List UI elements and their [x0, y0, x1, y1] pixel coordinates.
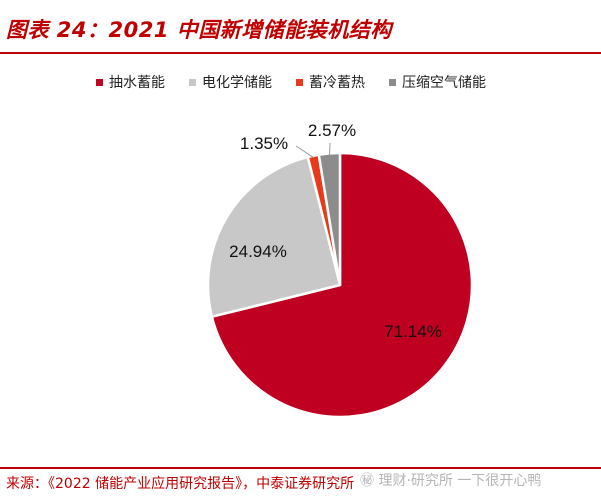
legend-label-pumped-hydro: 抽水蓄能	[109, 75, 165, 91]
leader-lines	[295, 142, 331, 159]
legend-swatch-pumped-hydro	[96, 78, 103, 86]
leader-line-thermal	[295, 145, 314, 159]
legend-item-electrochemical: 电化学储能	[189, 72, 272, 92]
leader-line-compressed-air	[329, 142, 331, 156]
legend-item-thermal: 蓄冷蓄热	[296, 72, 365, 92]
data-label-pumped-hydro: 71.14%	[384, 322, 442, 341]
legend-swatch-compressed-air	[389, 78, 396, 86]
data-label-thermal: 1.35%	[240, 134, 288, 153]
pie-slice-pumped-hydro	[210, 151, 474, 419]
source-note: 来源：《2022 储能产业应用研究报告》，中泰证券研究所	[6, 476, 355, 492]
legend-label-thermal: 蓄冷蓄热	[309, 75, 365, 91]
title-divider	[0, 52, 601, 54]
legend-label-electrochemical: 电化学储能	[202, 75, 272, 91]
legend-label-compressed-air: 压缩空气储能	[402, 75, 486, 91]
data-label-electrochemical: 24.94%	[229, 242, 287, 261]
pie-slice-electrochemical	[206, 155, 342, 318]
figure-title: 图表 24：2021 中国新增储能装机结构	[6, 18, 392, 42]
legend-swatch-thermal	[296, 78, 303, 86]
legend-item-pumped-hydro: 抽水蓄能	[96, 72, 165, 92]
data-label-compressed-air: 2.57%	[308, 121, 356, 140]
pie-slices	[206, 151, 474, 419]
legend-item-compressed-air: 压缩空气储能	[389, 72, 486, 92]
watermark: ㊙ 理财·研究所 一下很开心鸭	[360, 473, 542, 489]
source-divider	[0, 467, 601, 469]
legend-swatch-electrochemical	[189, 78, 196, 86]
chart-legend: 抽水蓄能 电化学储能 蓄冷蓄热 压缩空气储能	[96, 72, 486, 92]
